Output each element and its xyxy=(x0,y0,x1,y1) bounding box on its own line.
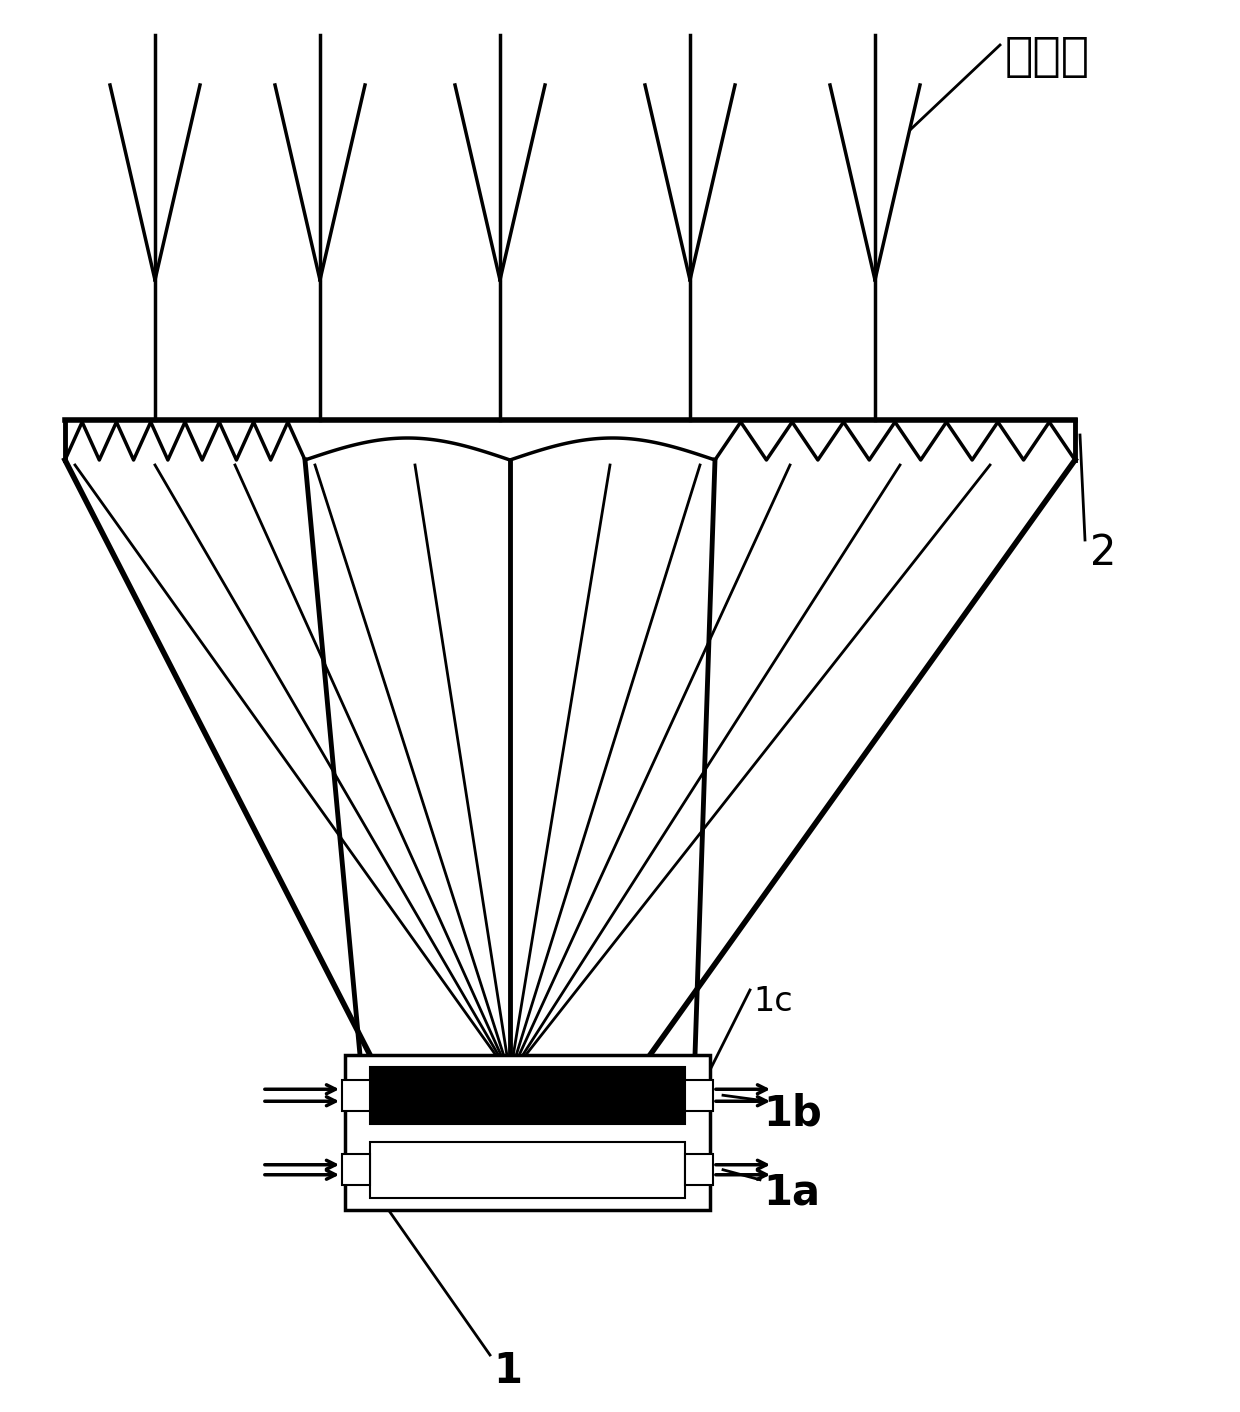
Bar xyxy=(342,1154,370,1185)
Bar xyxy=(684,1080,713,1111)
Text: 太阳光: 太阳光 xyxy=(1004,35,1090,80)
Bar xyxy=(345,1055,711,1210)
Bar xyxy=(342,1080,370,1111)
Text: 2: 2 xyxy=(1090,532,1116,575)
Bar xyxy=(370,1141,684,1197)
Bar xyxy=(370,1067,684,1124)
Text: 1: 1 xyxy=(494,1350,522,1392)
Text: 1c: 1c xyxy=(753,986,792,1018)
Bar xyxy=(684,1154,713,1185)
Text: 1a: 1a xyxy=(763,1172,820,1214)
Text: 1b: 1b xyxy=(763,1093,822,1134)
